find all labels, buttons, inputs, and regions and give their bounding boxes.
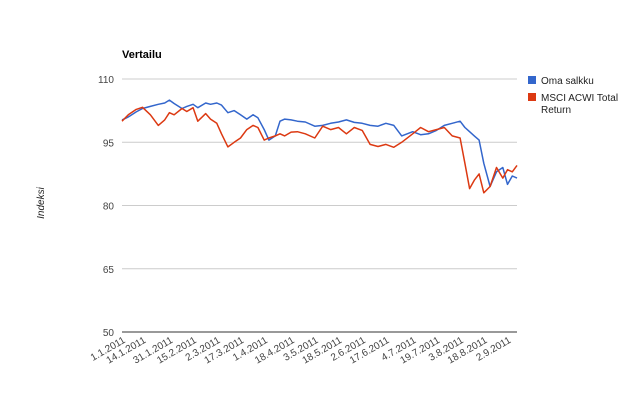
legend-label: Oma salkku [541,76,594,87]
y-axis-ticks: 50 65 80 95 110 [98,75,114,339]
y-tick-label: 50 [103,328,115,339]
y-axis-label: Indeksi [36,186,47,218]
series-line-0 [121,99,518,188]
legend-label: MSCI ACWI Total Return [541,93,618,116]
chart-title: Vertailu [122,49,162,61]
legend-swatch [528,93,536,101]
series-lines [121,99,518,194]
x-axis-ticks: 1.1.201114.1.201131.1.201115.2.20112.3.2… [89,335,513,367]
y-tick-label: 110 [98,75,114,86]
y-tick-label: 95 [103,138,115,149]
legend: Oma salkku MSCI ACWI Total Return [528,76,618,116]
legend-swatch [528,76,536,84]
y-tick-label: 80 [103,202,115,213]
y-tick-label: 65 [103,265,115,276]
gridlines [122,78,517,333]
series-line-1 [121,106,518,194]
